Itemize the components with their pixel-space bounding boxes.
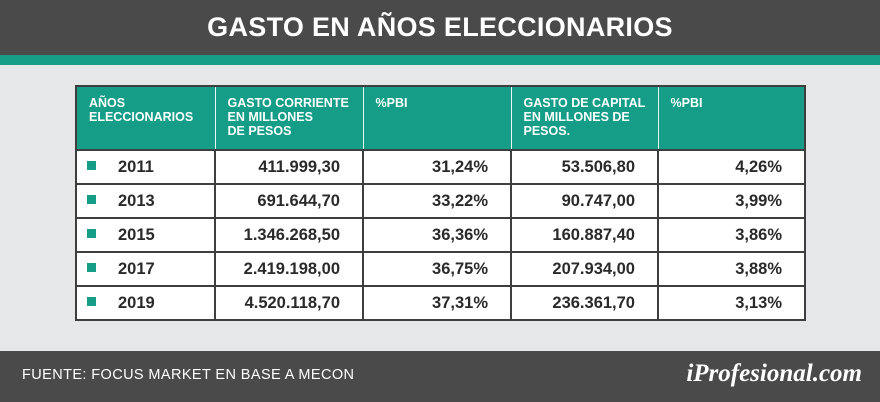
table-row: 2017 2.419.198,00 36,75% 207.934,00 3,88… — [75, 251, 806, 287]
table-row: 2013 691.644,70 33,22% 90.747,00 3,99% — [75, 183, 806, 219]
square-bullet-icon — [87, 228, 96, 238]
square-bullet-icon — [87, 194, 96, 204]
current-pbi-cell: 33,22% — [362, 183, 512, 219]
brand-logo: iProfesional.com — [686, 360, 862, 387]
table-header-row: AÑOS ELECCIONARIOS GASTO CORRIENTE EN MI… — [75, 85, 806, 151]
square-bullet-icon — [87, 160, 96, 170]
square-bullet-icon — [87, 296, 96, 306]
year-value: 2017 — [118, 259, 155, 278]
capital-spending-cell: 207.934,00 — [510, 251, 659, 287]
capital-spending-cell: 53.506,80 — [510, 149, 659, 185]
year-cell: 2011 — [75, 149, 216, 185]
current-spending-cell: 411.999,30 — [214, 149, 364, 185]
current-spending-cell: 1.346.268,50 — [214, 217, 364, 253]
column-header-capital-spending: GASTO DE CAPITAL EN MILLONES DE PESOS. — [511, 85, 659, 151]
year-value: 2013 — [118, 191, 155, 210]
data-table: AÑOS ELECCIONARIOS GASTO CORRIENTE EN MI… — [75, 85, 806, 321]
table-row: 2011 411.999,30 31,24% 53.506,80 4,26% — [75, 149, 806, 185]
current-pbi-cell: 36,36% — [362, 217, 512, 253]
year-value: 2015 — [118, 225, 155, 244]
table-row: 2019 4.520.118,70 37,31% 236.361,70 3,13… — [75, 285, 806, 321]
title-banner: GASTO EN AÑOS ELECCIONARIOS — [0, 0, 880, 55]
year-value: 2019 — [118, 293, 155, 312]
accent-divider — [0, 55, 880, 65]
capital-pbi-cell: 4,26% — [657, 149, 806, 185]
page-title: GASTO EN AÑOS ELECCIONARIOS — [207, 12, 673, 42]
capital-pbi-cell: 3,13% — [657, 285, 806, 321]
source-note: FUENTE: FOCUS MARKET EN BASE A MECON — [22, 367, 355, 383]
capital-spending-cell: 90.747,00 — [510, 183, 659, 219]
capital-pbi-cell: 3,99% — [657, 183, 806, 219]
table-row: 2015 1.346.268,50 36,36% 160.887,40 3,86… — [75, 217, 806, 253]
year-cell: 2017 — [75, 251, 216, 287]
column-header-years: AÑOS ELECCIONARIOS — [75, 85, 216, 151]
year-cell: 2019 — [75, 285, 216, 321]
column-header-current-spending: GASTO CORRIENTE EN MILLONES DE PESOS — [215, 85, 364, 151]
capital-pbi-cell: 3,86% — [657, 217, 806, 253]
footer-bar: FUENTE: FOCUS MARKET EN BASE A MECON iPr… — [0, 351, 880, 402]
current-pbi-cell: 31,24% — [362, 149, 512, 185]
current-spending-cell: 691.644,70 — [214, 183, 364, 219]
current-pbi-cell: 36,75% — [362, 251, 512, 287]
year-cell: 2015 — [75, 217, 216, 253]
current-pbi-cell: 37,31% — [362, 285, 512, 321]
column-header-capital-pbi: %PBI — [658, 85, 806, 151]
capital-spending-cell: 236.361,70 — [510, 285, 659, 321]
year-value: 2011 — [118, 157, 154, 176]
capital-spending-cell: 160.887,40 — [510, 217, 659, 253]
current-spending-cell: 2.419.198,00 — [214, 251, 364, 287]
current-spending-cell: 4.520.118,70 — [214, 285, 364, 321]
column-header-current-pbi: %PBI — [363, 85, 512, 151]
square-bullet-icon — [87, 262, 96, 272]
year-cell: 2013 — [75, 183, 216, 219]
capital-pbi-cell: 3,88% — [657, 251, 806, 287]
